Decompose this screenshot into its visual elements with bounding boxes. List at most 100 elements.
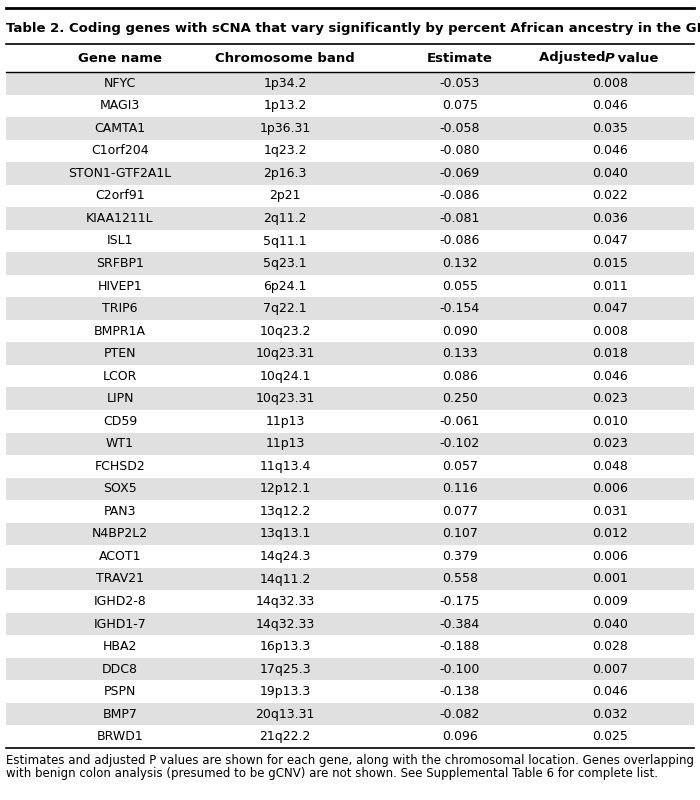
Text: 0.007: 0.007	[592, 662, 628, 676]
Text: KIAA1211L: KIAA1211L	[86, 212, 154, 225]
Text: 0.046: 0.046	[592, 99, 628, 112]
Text: value: value	[613, 51, 659, 65]
Text: -0.175: -0.175	[440, 595, 480, 608]
Text: HIVEP1: HIVEP1	[97, 279, 142, 293]
Text: 19p13.3: 19p13.3	[260, 685, 311, 698]
Text: 1q23.2: 1q23.2	[263, 144, 307, 158]
Text: 0.018: 0.018	[592, 347, 628, 360]
Text: 0.075: 0.075	[442, 99, 478, 112]
Text: 0.032: 0.032	[592, 708, 628, 721]
Text: 10q23.31: 10q23.31	[256, 347, 315, 360]
Bar	[6, 298, 694, 320]
Text: BMP7: BMP7	[103, 708, 137, 721]
Text: -0.061: -0.061	[440, 414, 480, 428]
Bar	[6, 387, 694, 410]
Text: Estimate: Estimate	[427, 51, 493, 65]
Text: -0.082: -0.082	[440, 708, 480, 721]
Text: DDC8: DDC8	[102, 662, 138, 676]
Text: 0.048: 0.048	[592, 460, 628, 473]
Bar	[6, 433, 694, 455]
Text: 14q32.33: 14q32.33	[256, 595, 314, 608]
Text: 20q13.31: 20q13.31	[256, 708, 315, 721]
Text: with benign colon analysis (presumed to be gCNV) are not shown. See Supplemental: with benign colon analysis (presumed to …	[6, 767, 658, 780]
Text: 1p34.2: 1p34.2	[263, 77, 307, 90]
Text: 0.036: 0.036	[592, 212, 628, 225]
Text: Gene name: Gene name	[78, 51, 162, 65]
Text: 14q24.3: 14q24.3	[259, 550, 311, 563]
Text: -0.384: -0.384	[440, 618, 480, 630]
Bar	[6, 207, 694, 230]
Text: WT1: WT1	[106, 438, 134, 450]
Text: 0.558: 0.558	[442, 573, 478, 586]
Text: 1p36.31: 1p36.31	[260, 122, 311, 135]
Bar	[6, 522, 694, 546]
Text: P: P	[605, 51, 615, 65]
Text: 16p13.3: 16p13.3	[260, 640, 311, 653]
Text: -0.100: -0.100	[440, 662, 480, 676]
Text: 0.116: 0.116	[442, 482, 478, 495]
Text: CD59: CD59	[103, 414, 137, 428]
Bar	[6, 568, 694, 590]
Text: -0.154: -0.154	[440, 302, 480, 315]
Text: 14q32.33: 14q32.33	[256, 618, 314, 630]
Text: 0.132: 0.132	[442, 257, 478, 270]
Text: 14q11.2: 14q11.2	[259, 573, 311, 586]
Text: 0.006: 0.006	[592, 482, 628, 495]
Text: -0.086: -0.086	[440, 234, 480, 247]
Text: -0.081: -0.081	[440, 212, 480, 225]
Text: BRWD1: BRWD1	[97, 730, 144, 743]
Text: PSPN: PSPN	[104, 685, 136, 698]
Text: -0.102: -0.102	[440, 438, 480, 450]
Text: TRIP6: TRIP6	[102, 302, 138, 315]
Text: NFYC: NFYC	[104, 77, 136, 90]
Text: Chromosome band: Chromosome band	[215, 51, 355, 65]
Text: 2p21: 2p21	[270, 190, 301, 202]
Text: 1p13.2: 1p13.2	[263, 99, 307, 112]
Text: C2orf91: C2orf91	[95, 190, 145, 202]
Text: 17q25.3: 17q25.3	[259, 662, 311, 676]
Text: 0.022: 0.022	[592, 190, 628, 202]
Text: TRAV21: TRAV21	[96, 573, 144, 586]
Text: ISL1: ISL1	[106, 234, 133, 247]
Text: CAMTA1: CAMTA1	[94, 122, 146, 135]
Text: 0.035: 0.035	[592, 122, 628, 135]
Text: 11q13.4: 11q13.4	[259, 460, 311, 473]
Text: 11p13: 11p13	[265, 438, 304, 450]
Text: SRFBP1: SRFBP1	[96, 257, 144, 270]
Text: 0.046: 0.046	[592, 685, 628, 698]
Text: 6p24.1: 6p24.1	[263, 279, 307, 293]
Text: 0.133: 0.133	[442, 347, 478, 360]
Text: -0.188: -0.188	[440, 640, 480, 653]
Bar	[6, 658, 694, 680]
Text: 0.031: 0.031	[592, 505, 628, 518]
Text: N4BP2L2: N4BP2L2	[92, 527, 148, 541]
Text: 0.047: 0.047	[592, 234, 628, 247]
Bar	[6, 703, 694, 726]
Text: 21q22.2: 21q22.2	[259, 730, 311, 743]
Bar	[6, 252, 694, 274]
Text: 0.012: 0.012	[592, 527, 628, 541]
Text: 13q13.1: 13q13.1	[259, 527, 311, 541]
Text: 0.028: 0.028	[592, 640, 628, 653]
Text: -0.058: -0.058	[440, 122, 480, 135]
Text: 0.379: 0.379	[442, 550, 478, 563]
Text: IGHD2-8: IGHD2-8	[94, 595, 146, 608]
Text: 0.010: 0.010	[592, 414, 628, 428]
Text: 2p16.3: 2p16.3	[263, 167, 307, 180]
Text: -0.053: -0.053	[440, 77, 480, 90]
Text: -0.069: -0.069	[440, 167, 480, 180]
Text: -0.086: -0.086	[440, 190, 480, 202]
Text: -0.080: -0.080	[440, 144, 480, 158]
Text: 12p12.1: 12p12.1	[260, 482, 311, 495]
Text: MAGI3: MAGI3	[100, 99, 140, 112]
Text: 0.011: 0.011	[592, 279, 628, 293]
Bar	[6, 478, 694, 500]
Text: Estimates and adjusted P values are shown for each gene, along with the chromoso: Estimates and adjusted P values are show…	[6, 754, 694, 767]
Text: 0.025: 0.025	[592, 730, 628, 743]
Text: 0.086: 0.086	[442, 370, 478, 382]
Text: 10q23.2: 10q23.2	[259, 325, 311, 338]
Text: 0.077: 0.077	[442, 505, 478, 518]
Text: 0.006: 0.006	[592, 550, 628, 563]
Text: Table 2. Coding genes with sCNA that vary significantly by percent African ances: Table 2. Coding genes with sCNA that var…	[6, 22, 700, 35]
Text: 2q11.2: 2q11.2	[263, 212, 307, 225]
